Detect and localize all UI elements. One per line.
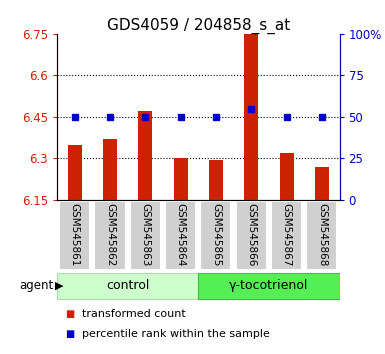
FancyBboxPatch shape: [306, 201, 337, 270]
Bar: [315, 167, 329, 200]
Text: agent: agent: [19, 279, 53, 292]
Bar: [209, 160, 223, 200]
Bar: [174, 159, 187, 200]
Text: GSM545868: GSM545868: [317, 203, 327, 266]
Bar: [68, 144, 82, 200]
Bar: [244, 34, 258, 200]
Text: γ-tocotrienol: γ-tocotrienol: [229, 279, 309, 292]
Text: GSM545861: GSM545861: [70, 203, 80, 266]
Text: GSM545864: GSM545864: [176, 203, 186, 266]
Text: control: control: [106, 279, 149, 292]
Text: GSM545867: GSM545867: [281, 203, 291, 266]
FancyBboxPatch shape: [94, 201, 126, 270]
Text: ■: ■: [65, 309, 74, 319]
Text: ▶: ▶: [55, 281, 64, 291]
Text: transformed count: transformed count: [82, 309, 186, 319]
Bar: [138, 111, 152, 200]
Bar: [280, 153, 294, 200]
Text: GSM545863: GSM545863: [140, 203, 150, 266]
Text: ■: ■: [65, 329, 74, 339]
FancyBboxPatch shape: [57, 273, 198, 299]
Title: GDS4059 / 204858_s_at: GDS4059 / 204858_s_at: [107, 17, 290, 34]
FancyBboxPatch shape: [198, 273, 340, 299]
Bar: [103, 139, 117, 200]
FancyBboxPatch shape: [165, 201, 196, 270]
Text: GSM545862: GSM545862: [105, 203, 115, 266]
FancyBboxPatch shape: [201, 201, 231, 270]
FancyBboxPatch shape: [59, 201, 90, 270]
FancyBboxPatch shape: [130, 201, 161, 270]
FancyBboxPatch shape: [236, 201, 267, 270]
Text: GSM545866: GSM545866: [246, 203, 256, 266]
FancyBboxPatch shape: [271, 201, 302, 270]
Text: percentile rank within the sample: percentile rank within the sample: [82, 329, 270, 339]
Text: GSM545865: GSM545865: [211, 203, 221, 266]
